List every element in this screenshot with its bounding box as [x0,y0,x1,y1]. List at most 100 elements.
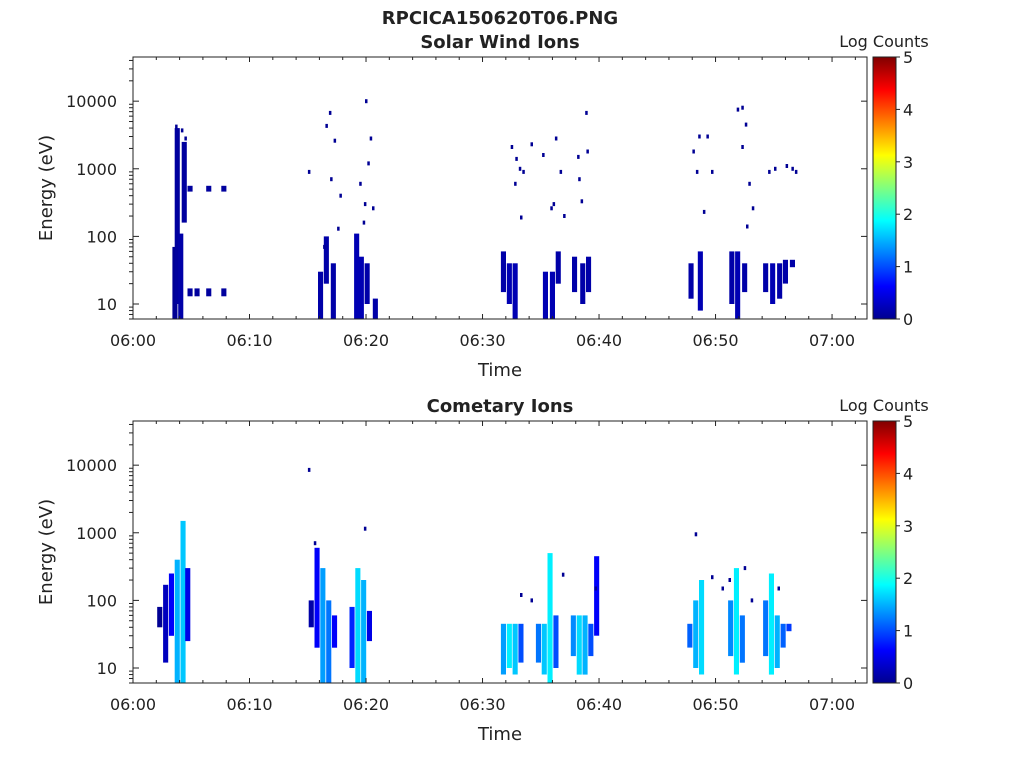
spectrogram-pixel [721,586,724,591]
spectrogram-pixel [333,138,337,143]
spectrogram-pixel [559,169,563,174]
spectrogram-column [372,298,378,319]
colorbar-tick-label: 5 [903,412,913,431]
spectrogram-column [206,185,212,192]
spectrogram-pixel [586,149,589,154]
spectrogram-pixel [563,214,566,218]
colorbar-tick-label: 0 [903,674,913,693]
spectrogram-column [518,623,524,663]
spectrogram-pixel [578,177,581,182]
x-tick-label: 06:40 [576,331,622,350]
spectrogram-pixel [323,244,326,249]
spectrogram-pixel [580,199,584,204]
spectrogram-pixel [692,149,695,154]
spectrogram-column [330,263,336,319]
spectrogram-pixel [520,215,523,220]
spectrogram-column [349,606,355,668]
colorbar-label: Log Counts [839,396,929,415]
spectrogram-pixel [313,541,317,546]
spectrogram-column [323,236,329,284]
spectrogram-pixel [367,161,370,166]
spectrogram-column [206,288,212,297]
colorbar [872,420,897,684]
spectrogram-column [782,259,788,284]
spectrogram-column [178,233,184,319]
spectrogram-pixel [750,598,754,603]
colorbar-tick-label: 2 [903,569,913,588]
spectrogram-pixel [330,177,333,182]
x-tick-label: 06:10 [226,695,272,714]
spectrogram-pixel [530,598,533,603]
y-axis-ticks: 10 100 1000 10000 [66,59,867,320]
x-tick-label: 06:20 [343,695,389,714]
spectrogram-pixel [561,572,565,577]
spectrogram-column [549,271,555,319]
spectrogram-pixel [777,586,780,591]
spectrogram-column [780,623,786,648]
panel-title: Solar Wind Ions [420,32,579,53]
spectrogram-pixel [184,136,187,141]
spectrogram-pixel [577,154,580,159]
y-tick-label: 1000 [76,524,117,543]
axes-frame [132,56,868,320]
y-axis-label: Energy (eV) [36,499,57,605]
spectrogram-column [366,610,372,642]
spectrogram-pixel [791,166,794,171]
spectrogram-column [687,623,693,648]
x-tick-label: 07:00 [809,695,855,714]
spectrogram-column [512,263,518,319]
spectrogram-column [506,623,512,668]
spectrogram-pixel [530,142,533,147]
x-tick-label: 06:30 [459,331,505,350]
spectrogram-pixel [698,134,701,139]
spectrogram-column [180,520,186,683]
spectrogram-column [361,580,367,683]
y-tick-label: 10000 [66,456,117,475]
spectrogram-pixel [363,202,367,207]
spectrogram-column [570,615,576,657]
spectrogram-pixel [741,105,744,110]
spectrogram-pixel [728,578,731,582]
spectrogram-pixel [328,110,332,115]
spectrogram-column [777,263,783,299]
spectrogram-pixel [552,202,556,207]
spectrogram-column [320,568,326,683]
colorbar-tick-label: 3 [903,517,913,536]
spectrogram-pixel [369,136,373,141]
x-tick-label: 06:00 [110,695,156,714]
spectrogram-column [588,623,594,657]
spectrogram-pixel [554,136,558,141]
spectrogram-pixel [711,169,714,174]
spectrogram-cells [172,99,798,319]
colorbar-ticks: 0 1 2 3 4 5 [896,412,913,693]
x-tick-label: 06:10 [226,331,272,350]
spectrogram-pixel [372,206,375,211]
spectrogram-column [185,568,191,642]
spectrogram-pixel [706,134,709,139]
spectrogram-pixel [785,164,789,168]
spectrogram-column [739,615,745,663]
spectrogram-pixel [515,156,518,161]
spectrogram-column [547,553,553,683]
spectrogram-column [728,600,734,657]
spectrogram-pixel [550,206,553,211]
spectrogram-pixel [736,107,740,112]
x-tick-label: 06:20 [343,331,389,350]
spectrogram-column [542,271,548,319]
spectrogram-pixel [794,169,798,174]
colorbar-tick-label: 1 [903,258,913,277]
spectrogram-column [187,185,193,192]
x-tick-label: 07:00 [809,331,855,350]
y-axis-label: Energy (eV) [36,135,57,241]
cometary-ions-panel: Cometary Ions 06:00 06:10 06:20 06:30 06:40 0… [36,396,929,745]
figure-title: RPCICA150620T06.PNG [382,8,618,29]
spectrogram-column [763,263,769,293]
solar-wind-ions-panel: Solar Wind Ions 06:00 06:10 06:20 06:30 06:4… [36,32,929,381]
spectrogram-column [555,251,561,284]
spectrogram-column [582,615,588,675]
spectrogram-column [770,263,776,304]
spectrogram-pixel [711,575,714,580]
spectrogram-column [594,556,600,636]
spectrogram-pixel [585,110,588,115]
